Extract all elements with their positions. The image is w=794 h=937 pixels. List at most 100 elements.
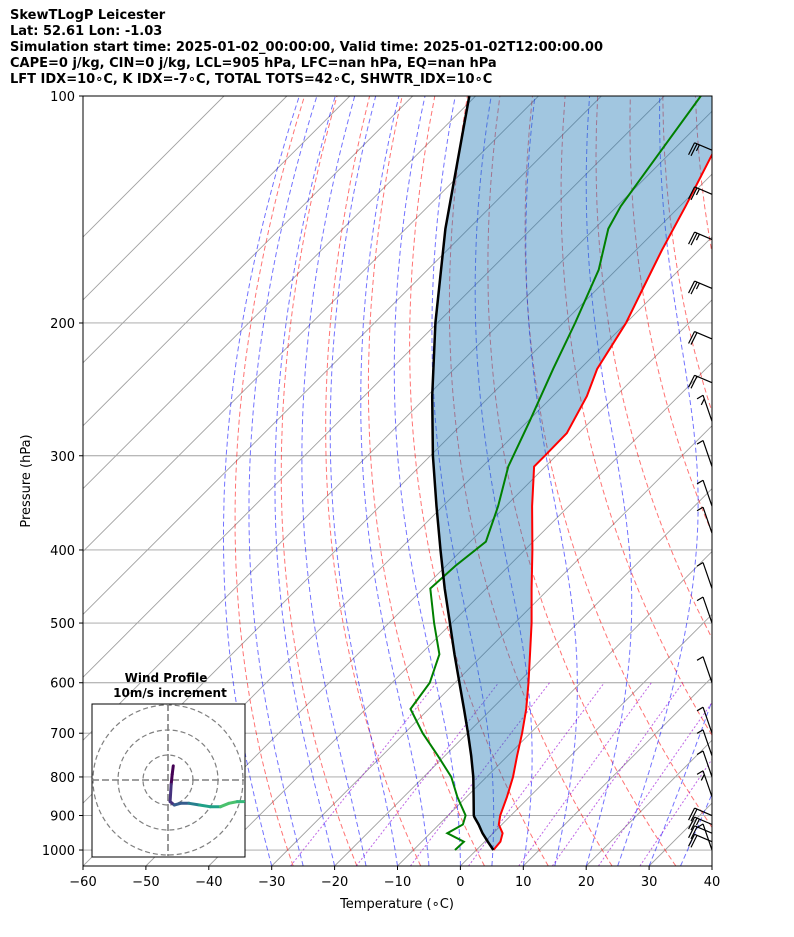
isotherm-line — [522, 676, 712, 866]
isotherm-line — [83, 96, 414, 427]
barb-flag — [688, 816, 696, 830]
wind-barb — [696, 750, 713, 778]
wind-barb — [696, 596, 713, 624]
barb-flag — [690, 232, 698, 246]
barb-staff — [702, 729, 713, 757]
y-tick-label: 400 — [50, 544, 75, 559]
isotherm-line — [83, 96, 665, 678]
barb-staff — [694, 825, 713, 834]
barb-staff — [702, 656, 713, 683]
mixing-ratio-line — [518, 682, 652, 866]
mixing-ratio-line — [639, 758, 712, 866]
barb-flag — [688, 374, 696, 388]
isotherm-line — [83, 110, 712, 741]
wind-barb — [688, 833, 713, 848]
indices-line: LFT IDX=10∘C, K IDX=-7∘C, TOTAL TOTS=42∘… — [10, 72, 493, 87]
moist-adiabat-line — [223, 96, 300, 866]
wind-barb — [696, 394, 713, 422]
hodograph-segment — [219, 801, 231, 809]
barb-flag — [690, 332, 698, 345]
barb-staff — [694, 807, 713, 817]
mixing-ratio-line — [597, 701, 712, 866]
mixing-ratio-line — [290, 682, 437, 866]
temperature-line — [492, 152, 712, 851]
isotherm-line — [83, 96, 602, 616]
wind-barb — [696, 656, 713, 683]
isotherm-line — [460, 613, 712, 866]
moist-adiabat-line — [617, 96, 699, 866]
moist-adiabat-line — [248, 96, 318, 866]
hodograph-segment — [168, 783, 173, 804]
wind-barb — [688, 280, 713, 295]
barb-half-flag — [695, 188, 700, 196]
barb-staff — [694, 142, 713, 151]
barb-staff — [694, 330, 713, 340]
mixing-ratio-lines — [290, 682, 712, 866]
location-line: Lat: 52.61 Lon: -1.03 — [10, 24, 163, 39]
barb-flag — [696, 706, 704, 712]
barb-flag — [696, 729, 704, 734]
x-axis-label: Temperature (∘C) — [339, 897, 454, 912]
barb-staff — [702, 750, 713, 778]
moist-adiabat-line — [329, 96, 398, 866]
y-tick-label: 600 — [50, 677, 75, 692]
wind-barb — [696, 439, 713, 467]
barb-staff — [694, 231, 713, 241]
dry-adiabat-line — [761, 96, 794, 866]
dry-adiabat-lines — [234, 96, 794, 866]
dry-adiabat-line — [409, 96, 549, 866]
y-tick-label: 300 — [50, 450, 75, 465]
wind-barb — [688, 816, 713, 831]
isotherm-line — [83, 96, 351, 364]
isotherm-line — [83, 96, 476, 490]
wind-barb — [688, 330, 713, 345]
mixing-ratio-line — [409, 682, 550, 866]
sounding-profiles — [409, 96, 712, 851]
barb-flag — [688, 186, 696, 200]
time-line: Simulation start time: 2025-01-02_00:00:… — [10, 40, 603, 55]
barb-flag — [690, 281, 698, 295]
barb-half-flag — [700, 774, 705, 781]
isotherm-line — [145, 299, 712, 866]
barb-flag — [688, 834, 696, 847]
barb-flag — [690, 835, 698, 848]
y-tick-label: 500 — [50, 617, 75, 632]
barb-flag — [696, 439, 704, 445]
barb-flag — [690, 826, 698, 840]
moist-adiabat-line — [360, 96, 430, 866]
cin-shaded-region — [432, 96, 712, 850]
barb-staff — [702, 506, 713, 534]
dry-adiabat-line — [325, 96, 422, 866]
x-tick-label: 0 — [456, 875, 464, 890]
barb-staff — [702, 823, 713, 851]
moist-adiabat-line — [744, 96, 794, 866]
wind-barb — [688, 142, 713, 157]
barb-half-flag — [700, 398, 705, 406]
moist-adiabat-line — [274, 96, 336, 866]
wind-barb — [688, 374, 713, 389]
cape-line: CAPE=0 j/kg, CIN=0 j/kg, LCL=905 hPa, LF… — [10, 56, 497, 71]
dry-adiabat-line — [448, 96, 613, 866]
dry-adiabat-line — [487, 96, 677, 866]
dry-adiabat-line — [560, 96, 712, 737]
x-tick-label: −60 — [69, 875, 96, 890]
wind-barb — [696, 561, 713, 589]
barb-half-flag — [695, 818, 700, 826]
barb-flag — [688, 825, 696, 839]
barb-flag — [688, 231, 696, 245]
dry-adiabat-line — [234, 96, 305, 866]
barb-half-flag — [695, 144, 700, 152]
isotherm-line — [83, 96, 225, 238]
wind-barb — [688, 807, 713, 822]
x-tick-label: −20 — [321, 875, 348, 890]
barb-flag — [690, 143, 698, 157]
wind-barb — [696, 506, 713, 534]
x-tick-label: −30 — [258, 875, 285, 890]
cin-shaded-area — [432, 96, 712, 850]
barb-staff — [702, 562, 713, 589]
moist-adiabat-line — [711, 864, 712, 866]
barb-staff — [702, 480, 713, 507]
wind-barb — [688, 186, 713, 201]
